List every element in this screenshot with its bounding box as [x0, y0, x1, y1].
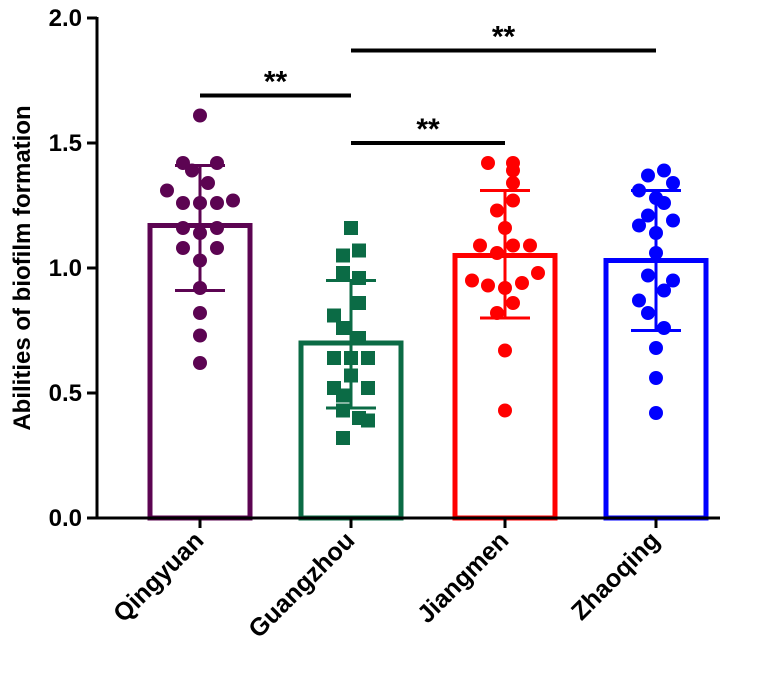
- x-tick-label: Qingyuan: [108, 526, 209, 627]
- data-point: [666, 213, 680, 228]
- data-point: [176, 196, 190, 210]
- significance-label: **: [416, 113, 440, 146]
- data-point: [657, 283, 671, 298]
- data-point: [506, 238, 520, 253]
- y-tick-label: 2.0: [49, 5, 82, 32]
- data-point: [515, 276, 529, 290]
- data-point: [226, 193, 240, 208]
- data-point: [336, 266, 350, 280]
- data-point: [176, 241, 190, 255]
- data-point: [193, 328, 207, 343]
- bar-zhaoqing: [603, 258, 709, 521]
- data-point: [498, 403, 512, 418]
- data-point: [336, 403, 350, 418]
- data-point: [641, 168, 655, 183]
- y-axis-label: Abilities of biofilm formation: [9, 105, 36, 430]
- data-point: [361, 351, 375, 365]
- data-point: [193, 108, 207, 123]
- data-point: [523, 238, 537, 253]
- data-point: [649, 371, 663, 385]
- data-point: [657, 163, 671, 178]
- y-tick-label: 1.0: [49, 255, 82, 282]
- data-point: [352, 411, 366, 425]
- data-point: [506, 163, 520, 178]
- data-point: [641, 208, 655, 223]
- data-point: [666, 273, 680, 288]
- data-point: [506, 296, 520, 310]
- data-point: [210, 156, 224, 170]
- data-point: [641, 306, 655, 320]
- significance-label: **: [264, 66, 288, 99]
- data-point: [657, 196, 671, 210]
- data-point: [649, 341, 663, 355]
- y-tick-label: 0.5: [49, 380, 82, 407]
- data-point: [481, 278, 495, 293]
- data-point: [193, 356, 207, 370]
- data-point: [481, 156, 495, 170]
- data-point: [632, 293, 646, 308]
- data-point: [465, 273, 479, 288]
- data-point: [641, 268, 655, 283]
- data-point: [344, 221, 358, 235]
- data-point: [506, 176, 520, 190]
- data-point: [327, 308, 341, 323]
- data-point: [193, 306, 207, 320]
- y-tick-label: 1.5: [49, 130, 82, 157]
- data-point: [490, 203, 504, 218]
- x-tick-label: Guangzhou: [243, 526, 360, 643]
- data-point: [160, 183, 174, 198]
- x-tick-label: Jiangmen: [412, 526, 514, 628]
- data-point: [336, 248, 350, 263]
- data-point: [327, 351, 341, 365]
- x-tick-label: Zhaoqing: [566, 526, 665, 625]
- data-point: [498, 343, 512, 358]
- data-point: [649, 406, 663, 420]
- data-point: [361, 381, 375, 395]
- data-point: [632, 218, 646, 233]
- data-point: [506, 193, 520, 208]
- data-point: [352, 296, 366, 310]
- data-point: [201, 176, 215, 190]
- data-point: [490, 246, 504, 260]
- data-point: [336, 388, 350, 403]
- data-point: [176, 221, 190, 235]
- significance-label: **: [492, 21, 516, 54]
- data-point: [336, 321, 350, 335]
- data-point: [352, 243, 366, 258]
- data-point: [210, 241, 224, 255]
- data-point: [352, 271, 366, 285]
- data-point: [657, 321, 671, 335]
- data-point: [352, 331, 366, 345]
- data-point: [210, 221, 224, 235]
- data-point: [210, 196, 224, 210]
- data-point: [531, 266, 545, 280]
- data-point: [473, 238, 487, 253]
- y-tick-label: 0.0: [49, 505, 82, 532]
- data-point: [666, 176, 680, 190]
- data-point: [336, 431, 350, 445]
